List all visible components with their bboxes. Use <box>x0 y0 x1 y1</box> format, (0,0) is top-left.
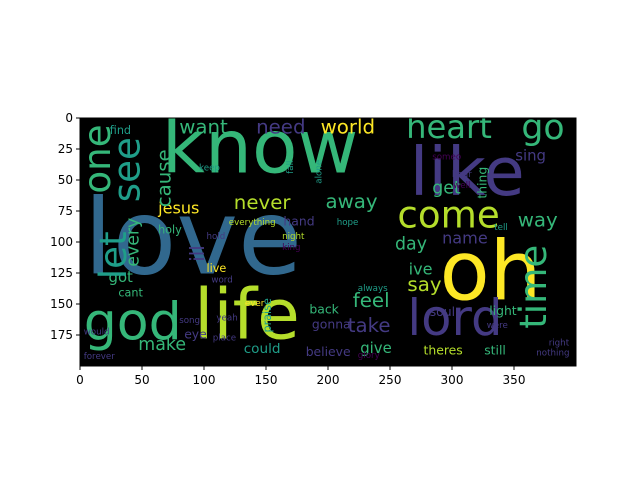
word-glory: glory <box>358 351 380 361</box>
y-tick-label: 0 <box>65 111 73 125</box>
word-were: were <box>487 321 508 331</box>
x-tick-label: 50 <box>134 373 149 387</box>
word-day: day <box>395 234 427 254</box>
word-find: find <box>110 124 131 137</box>
word-go: go <box>521 108 564 148</box>
word-one: one <box>75 124 119 193</box>
y-tick-label: 175 <box>50 328 73 342</box>
y-tick-label: 125 <box>50 266 73 280</box>
word-yeah: yeah <box>216 314 237 324</box>
word-right: right <box>549 339 570 349</box>
word-ever: ever <box>245 299 265 309</box>
plot-background <box>80 118 576 366</box>
y-tick-label: 25 <box>58 142 73 156</box>
word-say: say <box>407 273 441 296</box>
word-soul: soul <box>430 304 455 319</box>
y-axis: 0 25 50 75 100 125 150 175 <box>50 111 80 342</box>
word-cause: cause <box>152 149 175 207</box>
word-song: song <box>179 316 200 326</box>
word-lord: lord <box>407 289 502 347</box>
word-word: word <box>211 275 232 285</box>
word-come: come <box>397 193 499 237</box>
word-hear: hear <box>452 170 472 180</box>
word-would: would <box>84 327 110 337</box>
y-tick-label: 75 <box>58 204 73 218</box>
word-everything: everything <box>229 218 276 228</box>
word-see: see <box>105 137 149 202</box>
word-eye: eye <box>184 327 207 342</box>
word-cant: cant <box>118 287 143 300</box>
word-need: need <box>256 116 305 139</box>
x-tick-label: 200 <box>317 373 340 387</box>
x-axis: 0 50 100 150 200 250 300 350 <box>76 366 525 387</box>
word-sing: sing <box>515 147 546 165</box>
word-give: give <box>360 339 392 357</box>
x-tick-label: 150 <box>255 373 278 387</box>
word-heart: heart <box>406 108 492 146</box>
word-hand: hand <box>283 214 314 229</box>
word-nothing: nothing <box>536 348 569 358</box>
y-tick-label: 50 <box>58 173 73 187</box>
y-tick-label: 150 <box>50 297 73 311</box>
word-get: get <box>432 179 461 199</box>
word-love: love <box>84 177 302 299</box>
word-want: want <box>179 116 228 139</box>
x-tick-label: 100 <box>193 373 216 387</box>
word-tell: tell <box>494 223 508 233</box>
word-praise: praise <box>261 298 274 332</box>
word-king: king <box>282 243 300 253</box>
word-life: life <box>194 275 300 355</box>
word-ill: ill <box>186 245 209 262</box>
word-live: live <box>207 262 227 275</box>
word-light: light <box>489 303 517 318</box>
word-never: never <box>234 191 292 214</box>
word-theres: theres <box>424 343 463 358</box>
word-away: away <box>326 190 378 213</box>
word-take: take <box>348 314 391 337</box>
x-tick-label: 0 <box>76 373 84 387</box>
word-name: name <box>442 228 488 247</box>
word-god: god <box>84 293 182 353</box>
word-jesus: jesus <box>157 199 199 218</box>
y-tick-label: 100 <box>50 235 73 249</box>
word-always: always <box>358 284 388 294</box>
word-hold: hold <box>207 232 226 242</box>
word-time: time <box>511 245 555 329</box>
word-got: got <box>109 268 134 286</box>
word-fall: fall <box>286 161 296 174</box>
word-forever: forever <box>84 352 116 362</box>
word-world: world <box>321 116 375 139</box>
word-holy: holy <box>158 223 182 236</box>
word-place: place <box>213 334 236 344</box>
x-tick-label: 350 <box>503 373 526 387</box>
word-way: way <box>518 209 558 232</box>
word-feel: feel <box>353 289 390 312</box>
word-night: night <box>282 232 305 242</box>
word-ive: ive <box>409 259 433 278</box>
word-could: could <box>244 341 281 357</box>
word-still: still <box>484 343 506 358</box>
word-believe: believe <box>306 344 351 359</box>
word-back: back <box>309 302 339 317</box>
word-keep: keep <box>199 164 220 174</box>
word-every: every <box>124 218 144 267</box>
word-oh: oh <box>440 225 542 320</box>
word-gonna: gonna <box>312 317 351 332</box>
word-let: let <box>91 231 135 279</box>
word-well: well <box>453 181 470 191</box>
word-someo: someo <box>432 153 461 163</box>
x-tick-label: 300 <box>441 373 464 387</box>
word-know: know <box>162 103 359 190</box>
x-tick-label: 250 <box>379 373 402 387</box>
word-make: make <box>138 335 186 355</box>
word-alone: alone <box>314 160 324 184</box>
word-thing: thing <box>475 167 490 199</box>
word-like: like <box>410 133 525 211</box>
word-hope: hope <box>337 218 359 228</box>
